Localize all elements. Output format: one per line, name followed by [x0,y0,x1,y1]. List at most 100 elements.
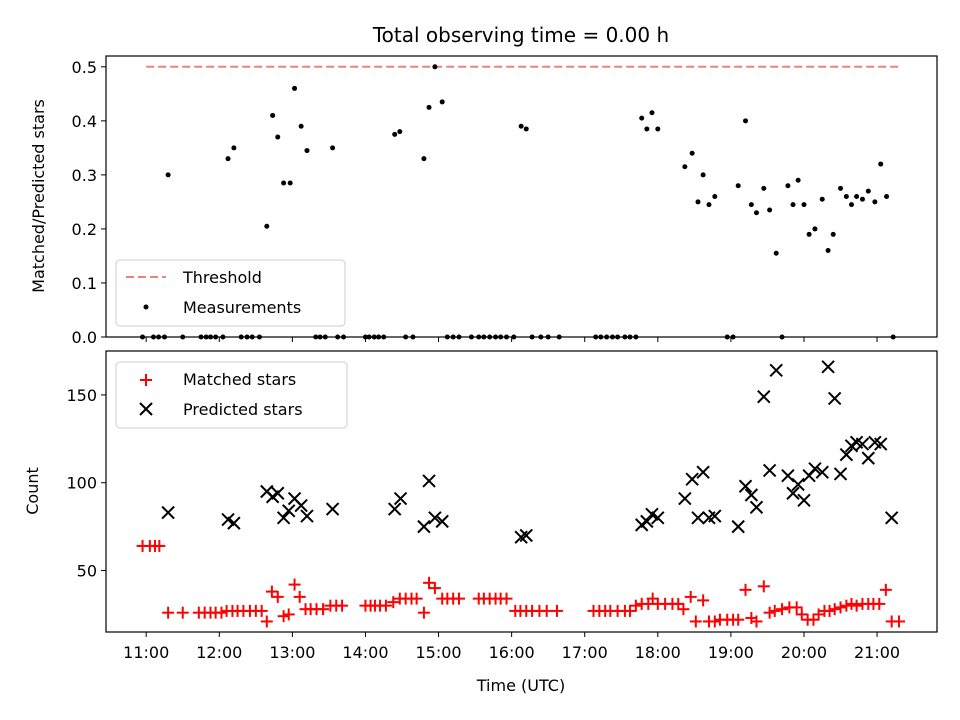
measurement-point [644,126,650,132]
predicted-star-point [422,474,436,488]
bottom-legend: Matched stars Predicted stars [115,361,348,429]
x-tick-label: 18:00 [635,643,681,662]
measurement-point [712,194,718,199]
matched-star-point [697,594,710,607]
predicted-legend-label: Predicted stars [183,400,303,419]
predicted-star-point [731,519,745,534]
measurement-point [878,161,884,167]
measurement-point [700,172,706,178]
predicted-star-point [874,437,888,451]
measurement-point [753,210,759,216]
predicted-star-point [839,447,854,462]
measurement-point [270,112,276,118]
predicted-star-point [769,363,783,378]
x-tick-label: 20:00 [781,643,827,662]
matched-star-point [336,599,349,612]
predicted-star-point [691,511,705,525]
matched-star-point [500,592,513,605]
measurement-point [748,202,754,208]
x-tick-label: 17:00 [562,643,608,662]
bottom-y-tick-label: 150 [66,386,97,405]
matched-star-point [260,615,273,628]
predicted-star-point [744,488,759,502]
matched-star-point [540,604,553,617]
bottom-axes: 50 100 150 11:00 12:00 13:00 14:00 15:00 16:00 17… [23,350,938,695]
x-tick-label: 15:00 [415,643,461,662]
matched-star-point [672,597,685,610]
measurement-point [812,226,818,232]
predicted-star-point [861,451,876,465]
measurement-point [806,231,812,237]
predicted-star-point [749,500,764,515]
matched-star-point [684,590,697,603]
top-y-tick-label: 0.4 [72,112,97,131]
predicted-star-point [827,391,842,406]
bottom-y-tick-label: 50 [77,562,97,581]
bottom-legend-box [115,361,348,429]
predicted-star-point [678,491,692,506]
top-y-axis-label: Matched/Predicted stars [29,99,48,293]
predicted-star-point [227,516,241,530]
x-tick-label: 16:00 [489,643,535,662]
measurement-point [689,150,695,156]
top-y-tick-label: 0.1 [72,274,97,293]
top-y-tick-label: 0.0 [72,328,97,347]
measurement-point [838,185,844,191]
chart-title: Total observing time = 0.00 h [372,23,669,47]
measurement-point [275,134,281,140]
matched-star-point [750,615,763,628]
top-axes-frame [105,55,938,338]
matched-star-point [417,606,430,619]
measurement-point [795,177,801,183]
measurement-point [392,131,398,137]
measurement-point [695,199,701,205]
predicted-star-point [696,465,710,479]
measurement-point [865,188,871,194]
matched-star-point [739,583,752,596]
predicted-star-point [325,502,340,516]
measurement-point [706,202,712,208]
matched-star-point [271,590,284,603]
measurement-point [825,248,831,254]
predicted-star-point [791,477,805,492]
top-axes: 0.0 0.1 0.2 0.3 0.4 0.5 Matched/Predicted sta… [29,55,938,347]
measurement-point [819,196,825,202]
measurement-point [432,64,438,70]
matched-star-point [879,583,892,596]
predicted-star-point [387,502,402,516]
measurement-point [639,115,645,121]
measurement-point [518,123,524,129]
predicted-star-point [781,468,795,483]
matched-star-point [757,580,770,593]
matched-star-point [153,539,166,552]
measurement-point [830,231,836,237]
predicted-star-point [685,472,699,486]
matched-star-point [624,604,637,617]
bottom-axes-frame [105,350,938,633]
predicted-star-point [808,461,822,476]
x-tick-label: 12:00 [196,643,242,662]
predicted-star-point [640,514,654,529]
top-legend-box [115,259,346,327]
measurement-point [682,164,688,170]
x-tick-label: 11:00 [123,643,169,662]
measurement-point [801,202,807,208]
predicted-star-point [651,511,665,525]
x-axis-label: Time (UTC) [476,676,565,695]
measurement-point [225,156,231,162]
matched-star-point [215,606,228,619]
matched-star-point [689,615,702,628]
matched-star-point [823,604,836,617]
predicted-star-point [786,486,800,500]
predicted-star-point [271,486,285,500]
matched-star-point [834,601,847,614]
predicted-star-point [300,509,314,523]
predicted-star-point [815,465,829,479]
predicted-star-point [738,479,753,493]
measurements-legend-marker [143,304,149,310]
matched-star-point [840,599,853,612]
predicted-star-point [393,491,408,506]
matched-star-point [708,615,721,628]
matched-star-point [677,603,690,616]
